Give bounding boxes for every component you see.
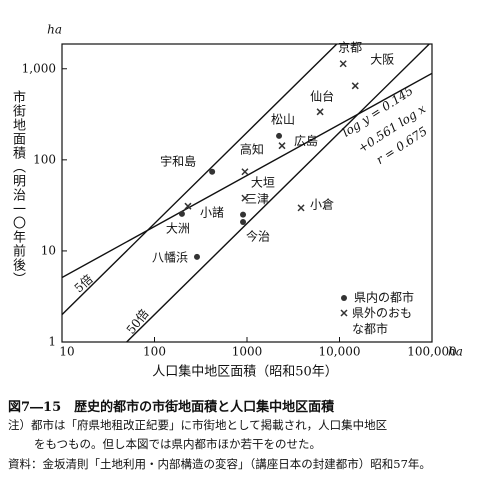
point-label: 京都 <box>338 40 362 54</box>
point-label: 大垣 <box>251 176 275 190</box>
point <box>193 253 200 260</box>
point <box>316 108 324 116</box>
point-label: 仙台 <box>310 88 334 103</box>
point <box>240 211 247 218</box>
caption-note: 注）都市は「府県地租改正紀要」に市街地として掲載され，人口集中地区 <box>8 418 388 432</box>
point <box>339 60 347 68</box>
point <box>178 210 185 217</box>
chart: ha ha 人口集中地区面積（昭和50年） 10 100 1000 10,000 100… <box>22 23 463 380</box>
point <box>240 218 247 225</box>
caption-note: 資料：金坂清則「土地利用・内部構造の変容」（講座日本の封建都市）昭和57年。 <box>8 457 431 471</box>
y-axis-label: 市街地面積（明治一〇年前後） <box>10 90 25 286</box>
point-label: 宇和島 <box>160 153 196 168</box>
legend-marker <box>341 295 347 301</box>
reference-line <box>62 72 432 279</box>
caption-title: 図7―15 歴史的都市の市街地面積と人口集中地区面積 <box>8 400 335 415</box>
legend-marker <box>340 309 348 317</box>
x-tick-label: 100 <box>143 345 166 359</box>
caption-note: をもつもの。但し本図では県内都市ほか若干をのせた。 <box>34 437 322 451</box>
x-tick-label: 10 <box>59 345 74 359</box>
reference-line <box>62 44 338 316</box>
reference-line <box>126 44 430 342</box>
point <box>241 194 249 202</box>
point <box>184 202 192 210</box>
y-tick-label: 100 <box>33 152 56 166</box>
point-label: 大洲 <box>166 221 190 235</box>
point-label: 三津 <box>245 192 269 206</box>
point-label: 八幡浜 <box>152 249 188 264</box>
line-label: 5倍 <box>71 271 96 295</box>
y-unit: ha <box>47 23 62 37</box>
x-axis-label: 人口集中地区面積（昭和50年） <box>152 364 338 380</box>
y-tick-label: 1 <box>48 335 56 349</box>
point <box>241 168 249 176</box>
point-label: 小諸 <box>200 205 224 220</box>
point-label: 広島 <box>294 133 318 148</box>
legend-label: 県内の都市 <box>354 290 414 305</box>
x-unit: ha <box>448 345 463 359</box>
point-label: 高知 <box>240 141 264 156</box>
point <box>351 82 359 90</box>
point <box>297 204 305 212</box>
y-tick-label: 1,000 <box>22 61 56 75</box>
x-tick-label: 1000 <box>232 345 263 359</box>
legend-label: 県外のおもな都市 <box>352 306 413 336</box>
point-label: 松山 <box>271 112 295 126</box>
y-tick-label: 10 <box>41 243 56 257</box>
point <box>278 142 286 150</box>
point-label: 大阪 <box>370 52 394 66</box>
x-tick-label: 100,000 <box>407 345 457 359</box>
point-label: 小倉 <box>310 196 334 211</box>
x-tick-label: 10,000 <box>319 345 361 359</box>
point <box>276 132 283 139</box>
point <box>209 168 216 175</box>
point-label: 今治 <box>246 228 270 243</box>
